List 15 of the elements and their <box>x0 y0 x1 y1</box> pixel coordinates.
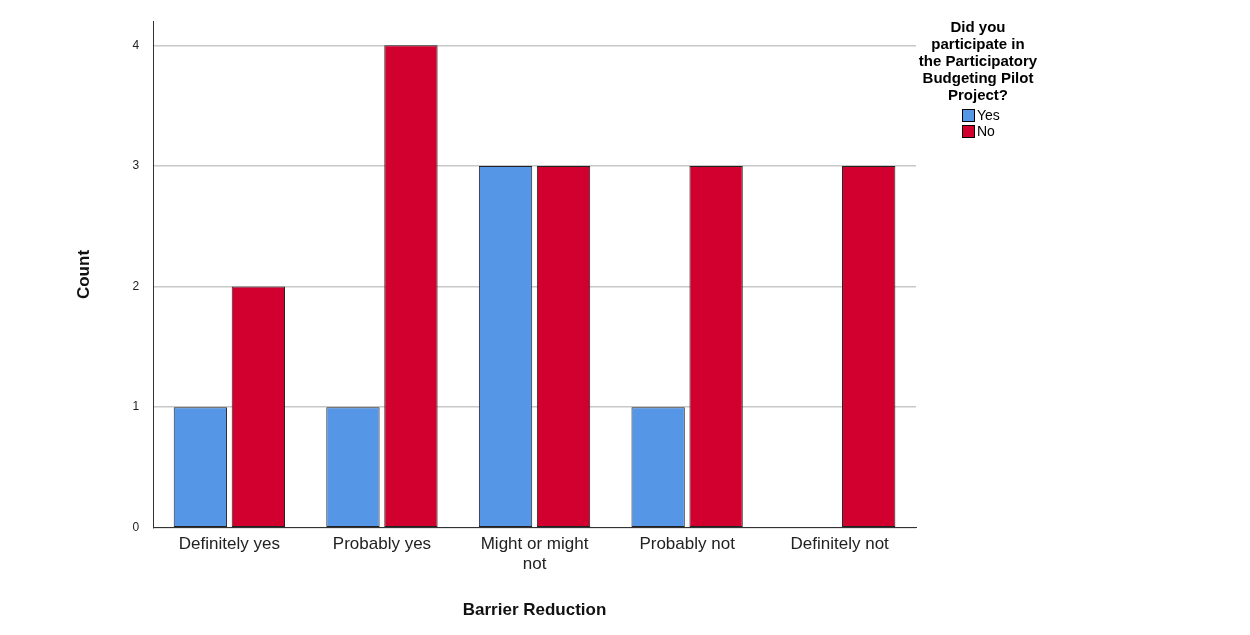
y-tick-label: 0 <box>132 520 140 535</box>
y-axis-title: Count <box>73 249 93 300</box>
y-tick-label: 4 <box>132 37 140 52</box>
y-tick-label: 2 <box>132 278 140 293</box>
x-tick-label: Probably yes <box>332 533 432 553</box>
x-tick-label: Definitely yes <box>178 533 280 553</box>
x-tick-label: Might or might not <box>480 533 589 574</box>
y-tick-label: 3 <box>132 158 140 173</box>
x-tick-label: Probably not <box>639 533 736 553</box>
x-axis-title: Barrier Reduction <box>462 600 607 620</box>
legend-label: Yes <box>977 107 1000 123</box>
legend-label: No <box>977 123 995 139</box>
x-tick-label: Definitely not <box>790 533 890 553</box>
legend-title: Did you participate in the Participatory Budgeting Pilot Project? <box>918 18 1038 103</box>
y-tick-label: 1 <box>132 399 140 414</box>
